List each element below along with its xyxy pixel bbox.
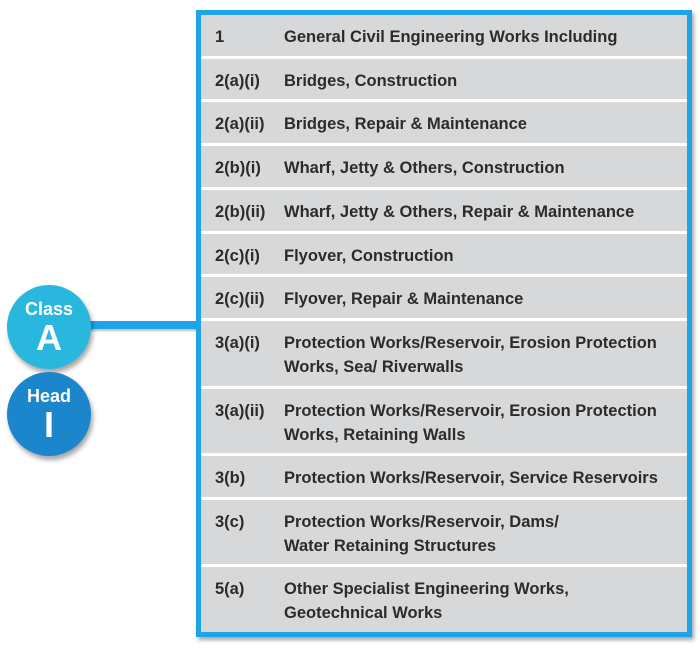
list-item: 3(a)(i) Protection Works/Reservoir, Eros… bbox=[201, 321, 687, 389]
list-item: 2(a)(i) Bridges, Construction bbox=[201, 58, 687, 103]
item-code: 1 bbox=[215, 28, 225, 46]
item-description: Protection Works/Reservoir, Erosion Prot… bbox=[284, 401, 657, 444]
item-description: Wharf, Jetty & Others, Construction bbox=[284, 159, 565, 178]
list-item: 2(b)(ii) Wharf, Jetty & Others, Repair &… bbox=[201, 189, 687, 234]
item-description: Protection Works/Reservoir, Service Rese… bbox=[284, 469, 658, 488]
list-item: 2(a)(ii) Bridges, Repair & Maintenance bbox=[201, 102, 687, 147]
list-item: 2(c)(i) Flyover, Construction bbox=[201, 233, 687, 278]
list-item: 2(b)(i) Wharf, Jetty & Others, Construct… bbox=[201, 146, 687, 190]
item-code: 3(a)(ii) bbox=[215, 401, 265, 420]
item-code: 2(b)(i) bbox=[215, 159, 261, 178]
item-description: Bridges, Repair & Maintenance bbox=[284, 115, 527, 134]
class-badge-value: A bbox=[36, 317, 62, 358]
item-description: Protection Works/Reservoir, Dams/ Water … bbox=[284, 512, 559, 555]
item-code: 3(c) bbox=[215, 512, 245, 531]
class-badge-label: Class bbox=[24, 299, 74, 319]
item-description: Bridges, Construction bbox=[284, 71, 458, 90]
item-description: Protection Works/Reservoir, Erosion Prot… bbox=[284, 334, 657, 377]
works-list-panel: 1 General Civil Engineering Works Includ… bbox=[196, 10, 692, 637]
item-description: Wharf, Jetty & Others, Repair & Maintena… bbox=[284, 202, 635, 221]
item-code: 2(a)(i) bbox=[215, 71, 260, 90]
works-list: 1 General Civil Engineering Works Includ… bbox=[201, 15, 687, 632]
item-code: 2(c)(ii) bbox=[215, 290, 265, 309]
list-item: 2(c)(ii) Flyover, Repair & Maintenance bbox=[201, 277, 687, 322]
head-badge: Head I bbox=[7, 372, 91, 456]
list-item: 5(a) Other Specialist Engineering Works,… bbox=[201, 567, 687, 632]
list-item: 3(b) Protection Works/Reservoir, Service… bbox=[201, 456, 687, 500]
head-badge-value: I bbox=[43, 404, 54, 445]
item-description: Flyover, Construction bbox=[284, 246, 454, 265]
item-code: 2(c)(i) bbox=[215, 246, 260, 265]
item-code: 3(b) bbox=[215, 469, 246, 488]
item-description: Flyover, Repair & Maintenance bbox=[284, 290, 524, 309]
list-item: 1 General Civil Engineering Works Includ… bbox=[201, 15, 687, 59]
item-code: 2(b)(ii) bbox=[215, 202, 266, 221]
list-item: 3(a)(ii) Protection Works/Reservoir, Ero… bbox=[201, 388, 687, 457]
item-code: 2(a)(ii) bbox=[215, 115, 265, 134]
connector-line bbox=[88, 321, 198, 329]
list-item: 3(c) Protection Works/Reservoir, Dams/ W… bbox=[201, 499, 687, 568]
item-code: 3(a)(i) bbox=[215, 334, 260, 353]
class-badge: Class A bbox=[7, 285, 91, 369]
item-description: General Civil Engineering Works Includin… bbox=[284, 28, 618, 46]
item-description: Other Specialist Engineering Works, Geot… bbox=[284, 580, 569, 623]
head-badge-label: Head bbox=[26, 386, 71, 406]
item-code: 5(a) bbox=[215, 580, 245, 599]
